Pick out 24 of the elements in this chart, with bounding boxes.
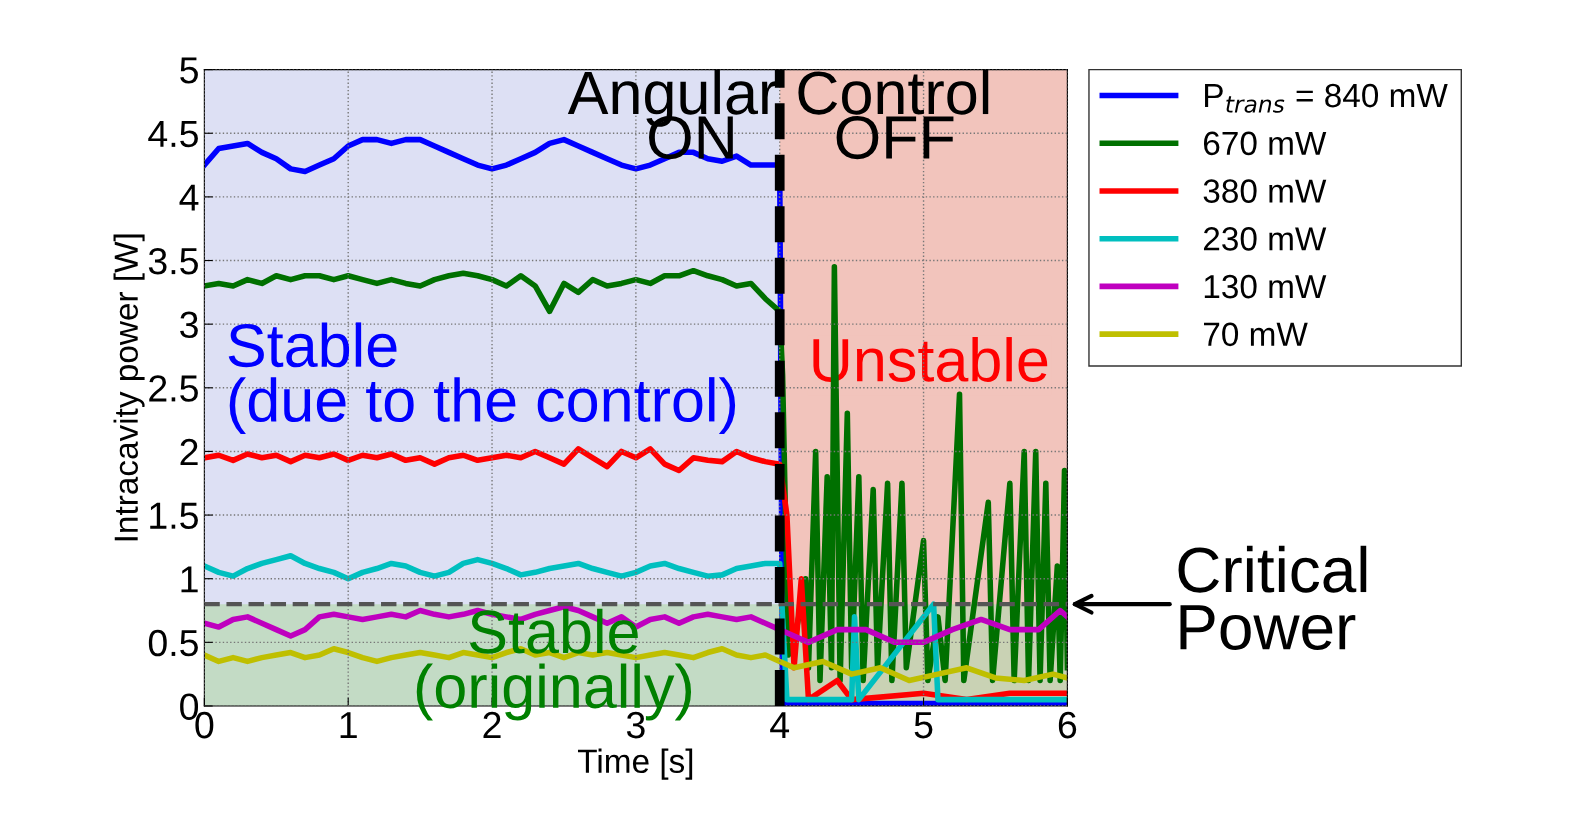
y-tick-label: 2.5 <box>149 375 198 402</box>
y-tick-label: 2 <box>180 438 198 466</box>
y-tick-label: 5 <box>180 57 198 84</box>
y-tick-label: 4.5 <box>148 121 198 148</box>
annotation: Critical Power <box>1178 545 1367 650</box>
x-tick-label: 5 <box>914 712 933 739</box>
y-tick-label: 3 <box>180 311 198 339</box>
y-tick-label: 3.5 <box>148 247 198 275</box>
legend-label: P$_{trans}$ = 840 mW <box>1205 83 1448 113</box>
legend-label: 670 mW <box>1203 131 1327 156</box>
y-axis-title: Intracavity power [W] <box>113 234 145 541</box>
legend-label: 70 mW <box>1204 322 1308 347</box>
x-tick-label: 1 <box>340 712 357 739</box>
y-tick-label: 4 <box>179 184 199 211</box>
x-tick-label: 6 <box>1058 711 1077 739</box>
annotation: Stable (due to the control) <box>228 322 736 435</box>
x-axis-title: Time [s] <box>577 748 693 780</box>
legend-label: 380 mW <box>1203 179 1327 203</box>
legend-label: 230 mW <box>1203 227 1327 251</box>
y-tick-label: 0.5 <box>148 629 198 657</box>
x-tick-label: 4 <box>770 712 790 739</box>
y-tick-label: 1.5 <box>150 502 198 530</box>
y-tick-label: 1 <box>181 566 198 593</box>
legend-label: 130 mW <box>1204 274 1327 299</box>
